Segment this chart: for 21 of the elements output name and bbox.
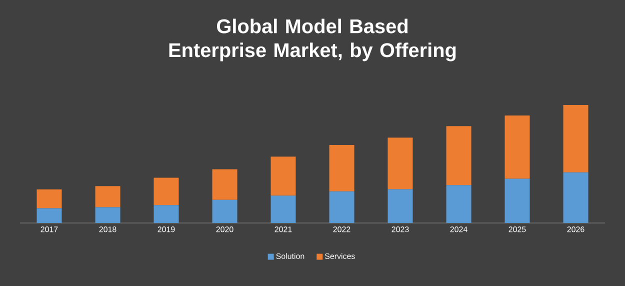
bar <box>563 105 588 172</box>
bar <box>95 186 120 208</box>
bar <box>270 156 296 196</box>
bar <box>563 172 588 223</box>
bar <box>212 200 238 223</box>
bar <box>36 189 62 208</box>
bar <box>329 191 354 223</box>
bar <box>388 189 413 223</box>
bar <box>270 196 296 223</box>
bar <box>154 178 179 206</box>
bar <box>36 208 62 223</box>
bar <box>446 126 472 186</box>
bar <box>154 205 179 223</box>
bar <box>504 116 530 179</box>
bar <box>95 207 120 223</box>
bar <box>329 145 354 192</box>
chart-title: Global Model Based Enterprise Market, by Offering <box>169 18 456 62</box>
bar <box>388 138 413 190</box>
bar <box>446 185 472 223</box>
bar <box>504 178 530 223</box>
bar <box>212 169 238 200</box>
